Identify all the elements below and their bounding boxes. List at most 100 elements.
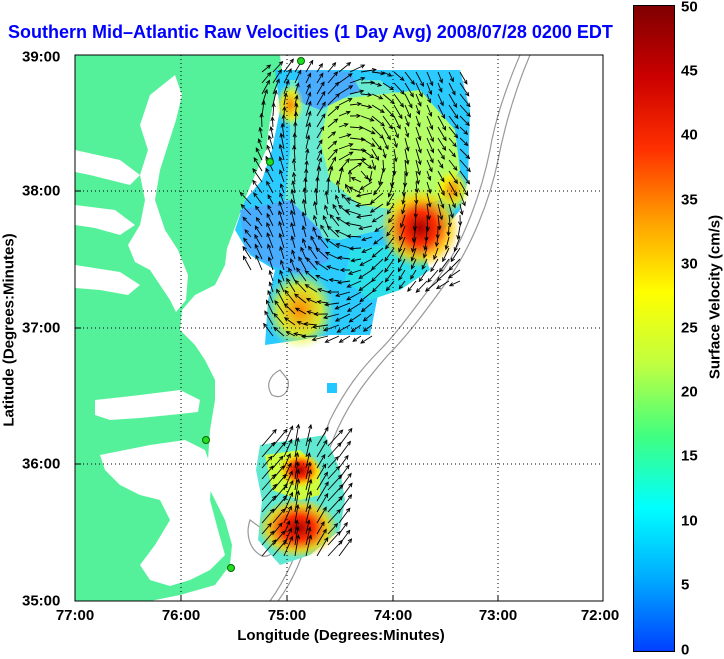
velocity-vector: [310, 236, 318, 249]
station-marker: [227, 564, 235, 572]
velocity-vector: [437, 203, 443, 220]
velocity-vector-head: [255, 147, 260, 153]
velocity-vector-head: [336, 530, 342, 536]
velocity-vector: [268, 257, 274, 271]
velocity-vector-head: [345, 183, 350, 189]
velocity-vector: [291, 199, 296, 216]
radar-stations: [202, 57, 305, 572]
velocity-vector: [338, 151, 354, 161]
velocity-vector-head: [291, 171, 297, 177]
velocity-vector-head: [338, 204, 343, 210]
velocity-vector-head: [405, 132, 410, 138]
velocity-vector-head: [279, 269, 284, 275]
velocity-vector-head: [450, 257, 455, 263]
velocity-vector: [437, 214, 441, 230]
velocity-vector-head: [275, 78, 280, 84]
velocity-vector-head: [409, 92, 414, 98]
velocity-vector: [410, 269, 417, 280]
velocity-vector-head: [252, 179, 257, 185]
velocity-vector: [382, 71, 392, 77]
velocity-vector: [305, 84, 311, 95]
colorbar-tick-label: 45: [681, 62, 698, 80]
velocity-vector: [371, 137, 382, 150]
velocity-vector: [253, 157, 263, 172]
velocity-vector-head: [358, 286, 364, 292]
velocity-vector: [335, 302, 351, 310]
velocity-vector-head: [311, 337, 317, 342]
velocity-vector-head: [371, 218, 377, 223]
velocity-vector: [436, 280, 450, 289]
velocity-vector: [260, 113, 263, 128]
velocity-vector-head: [377, 82, 383, 87]
velocity-vector-head: [319, 72, 324, 78]
velocity-vector-head: [295, 534, 301, 540]
velocity-vector-head: [279, 132, 284, 138]
velocity-vector: [272, 69, 282, 84]
velocity-vector-head: [347, 169, 353, 175]
velocity-vector-head: [282, 105, 287, 111]
velocity-vector: [459, 71, 468, 85]
velocity-vector-head: [307, 490, 313, 496]
velocity-vector: [360, 137, 375, 147]
velocity-vector-head: [449, 213, 454, 219]
velocity-vector: [273, 327, 285, 337]
velocity-vector: [327, 523, 338, 535]
velocity-vector: [327, 93, 340, 106]
velocity-vector-head: [280, 530, 286, 536]
velocity-vector: [305, 92, 311, 106]
velocity-vector-head: [333, 118, 339, 123]
velocity-vector-head: [325, 238, 330, 243]
velocity-vector: [398, 236, 406, 252]
velocity-vector: [295, 307, 307, 315]
velocity-vector-head: [266, 180, 271, 186]
velocity-vector: [278, 279, 285, 293]
velocity-vector: [437, 269, 450, 281]
velocity-vector-head: [267, 134, 272, 140]
velocity-vector-head: [286, 520, 291, 526]
velocity-vector: [266, 145, 274, 161]
velocity-vector-head: [285, 79, 290, 85]
velocity-vector: [437, 104, 446, 119]
velocity-vector-head: [346, 296, 352, 301]
velocity-vector-head: [371, 287, 377, 293]
velocity-vector: [415, 181, 418, 193]
velocity-vector: [360, 148, 374, 159]
velocity-vector: [349, 247, 362, 250]
velocity-vector: [404, 126, 409, 138]
velocity-vector-head: [466, 102, 471, 108]
velocity-vector-head: [289, 491, 294, 497]
velocity-vector-head: [427, 277, 432, 283]
velocity-vector: [338, 73, 353, 84]
velocity-vector: [349, 126, 363, 129]
velocity-vector: [415, 280, 428, 293]
velocity-vector-head: [313, 311, 319, 317]
velocity-vector-head: [348, 186, 354, 191]
velocity-vector: [261, 539, 277, 557]
velocity-vector: [371, 159, 376, 170]
velocity-vector: [382, 104, 395, 118]
velocity-vector-head: [398, 247, 403, 253]
velocity-vector-head: [271, 495, 277, 501]
velocity-vector-head: [347, 270, 353, 275]
velocity-vector: [426, 181, 431, 194]
velocity-vector: [448, 269, 461, 279]
velocity-vector: [306, 257, 318, 271]
velocity-vector-head: [242, 245, 247, 251]
velocity-vector-head: [314, 260, 320, 266]
velocity-vector-head: [464, 191, 469, 197]
velocity-vector-head: [295, 478, 301, 484]
velocity-vector: [448, 214, 451, 227]
velocity-vector-head: [326, 177, 331, 182]
albemarle-sound: [95, 390, 200, 420]
velocity-vector-head: [347, 98, 353, 103]
velocity-vector-head: [345, 529, 351, 535]
velocity-vector: [404, 82, 414, 97]
velocity-vector-head: [307, 72, 312, 78]
velocity-vector: [385, 236, 395, 250]
y-tick-label: 38:00: [22, 182, 61, 200]
velocity-vector-head: [419, 82, 424, 88]
velocity-vector: [305, 505, 311, 524]
velocity-vector-head: [405, 121, 410, 127]
velocity-vector-head: [384, 256, 389, 262]
velocity-vector-head: [350, 177, 356, 182]
